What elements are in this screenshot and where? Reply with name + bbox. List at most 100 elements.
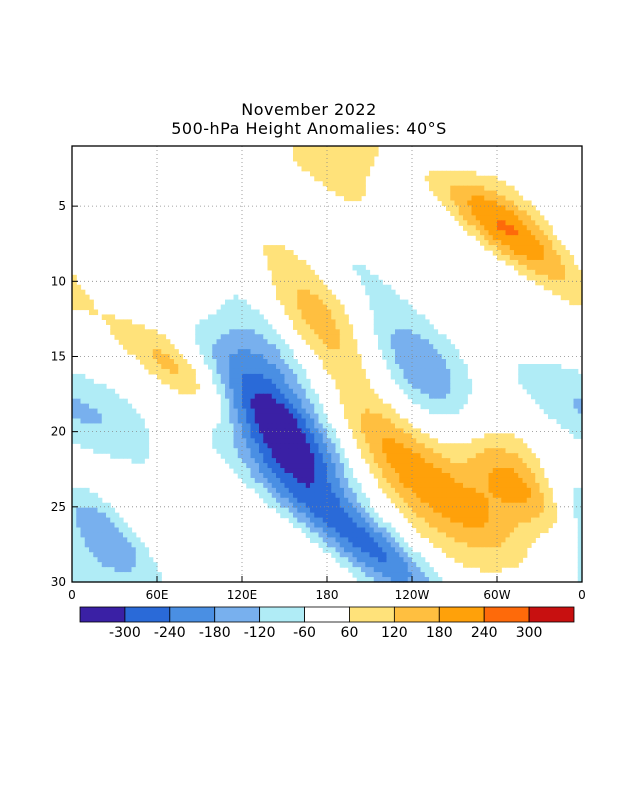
field-cell [339, 497, 345, 504]
field-cell [229, 428, 235, 434]
field-cell [556, 413, 562, 420]
field-cell [93, 443, 99, 449]
field-cell [305, 487, 311, 494]
field-cell [322, 299, 328, 306]
field-cell [378, 418, 383, 425]
field-cell [501, 562, 507, 568]
field-cell [446, 448, 451, 454]
field-cell [267, 245, 273, 251]
field-cell [140, 443, 145, 449]
field-cell [548, 259, 553, 266]
field-cell [509, 492, 515, 499]
field-cell [390, 368, 396, 375]
field-cell [237, 428, 243, 434]
field-cell [437, 487, 443, 494]
field-cell [246, 393, 252, 400]
field-cell [148, 339, 154, 345]
field-cell [305, 146, 311, 152]
field-cell [458, 527, 464, 534]
field-cell [314, 150, 320, 157]
field-cell [433, 185, 439, 192]
field-cell [565, 378, 570, 385]
field-cell [531, 393, 536, 400]
field-cell [225, 364, 230, 370]
field-cell [407, 388, 413, 395]
field-cell [301, 463, 307, 469]
field-cell [344, 383, 349, 390]
field-cell [327, 507, 332, 514]
field-cell [492, 458, 498, 464]
field-cell [348, 497, 354, 504]
field-cell [526, 487, 532, 494]
field-cell [378, 547, 383, 553]
field-cell [152, 329, 158, 335]
field-cell [293, 146, 298, 152]
field-cell [271, 269, 277, 276]
field-cell [101, 408, 107, 415]
x-tick-label: 0 [68, 588, 76, 602]
field-cell [518, 468, 524, 474]
field-cell [348, 522, 354, 529]
field-cell [123, 413, 128, 420]
field-cell [263, 403, 269, 410]
field-cell [246, 458, 252, 464]
field-cell [293, 259, 298, 266]
field-cell [446, 185, 451, 192]
field-cell [441, 453, 447, 459]
field-cell [467, 225, 473, 231]
field-cell [271, 502, 277, 509]
field-cell [437, 448, 443, 454]
field-cell [492, 527, 498, 534]
field-cell [335, 150, 341, 157]
field-cell [395, 364, 400, 370]
field-cell [301, 319, 307, 325]
field-cell [284, 359, 290, 365]
field-cell [106, 577, 111, 583]
field-cell [514, 502, 519, 509]
field-cell [526, 225, 532, 231]
field-cell [412, 344, 417, 350]
field-cell [242, 364, 247, 370]
field-cell [254, 309, 260, 316]
field-cell [356, 398, 362, 405]
field-cell [484, 507, 490, 514]
field-cell [305, 284, 311, 291]
field-cell [475, 507, 481, 514]
field-cell [556, 264, 562, 271]
field-cell [250, 428, 256, 434]
field-cell [484, 220, 490, 226]
field-cell [76, 562, 82, 568]
field-cell [509, 562, 515, 568]
field-cell [327, 477, 332, 484]
field-cell [565, 403, 570, 410]
field-cell [72, 522, 77, 529]
field-cell [208, 354, 213, 360]
field-cell [191, 373, 196, 380]
field-cell [271, 259, 277, 266]
field-cell [497, 507, 502, 514]
field-cell [395, 443, 400, 449]
field-cell [106, 517, 111, 524]
field-cell [480, 225, 485, 231]
field-cell [339, 557, 345, 563]
field-cell [335, 378, 341, 385]
field-cell [433, 180, 439, 187]
field-cell [390, 289, 396, 296]
field-cell [454, 552, 460, 558]
field-cell [293, 433, 298, 439]
field-cell [505, 220, 511, 226]
field-cell [484, 482, 490, 489]
field-cell [344, 557, 349, 563]
field-cell [552, 269, 558, 276]
field-cell [505, 477, 511, 484]
field-cell [101, 413, 107, 420]
field-cell [327, 512, 332, 519]
field-cell [135, 552, 141, 558]
field-cell [254, 418, 260, 425]
field-cell [280, 428, 286, 434]
field-cell [178, 388, 184, 395]
field-cell [488, 552, 494, 558]
field-cell [543, 373, 549, 380]
field-cell [84, 393, 90, 400]
field-cell [118, 339, 124, 345]
